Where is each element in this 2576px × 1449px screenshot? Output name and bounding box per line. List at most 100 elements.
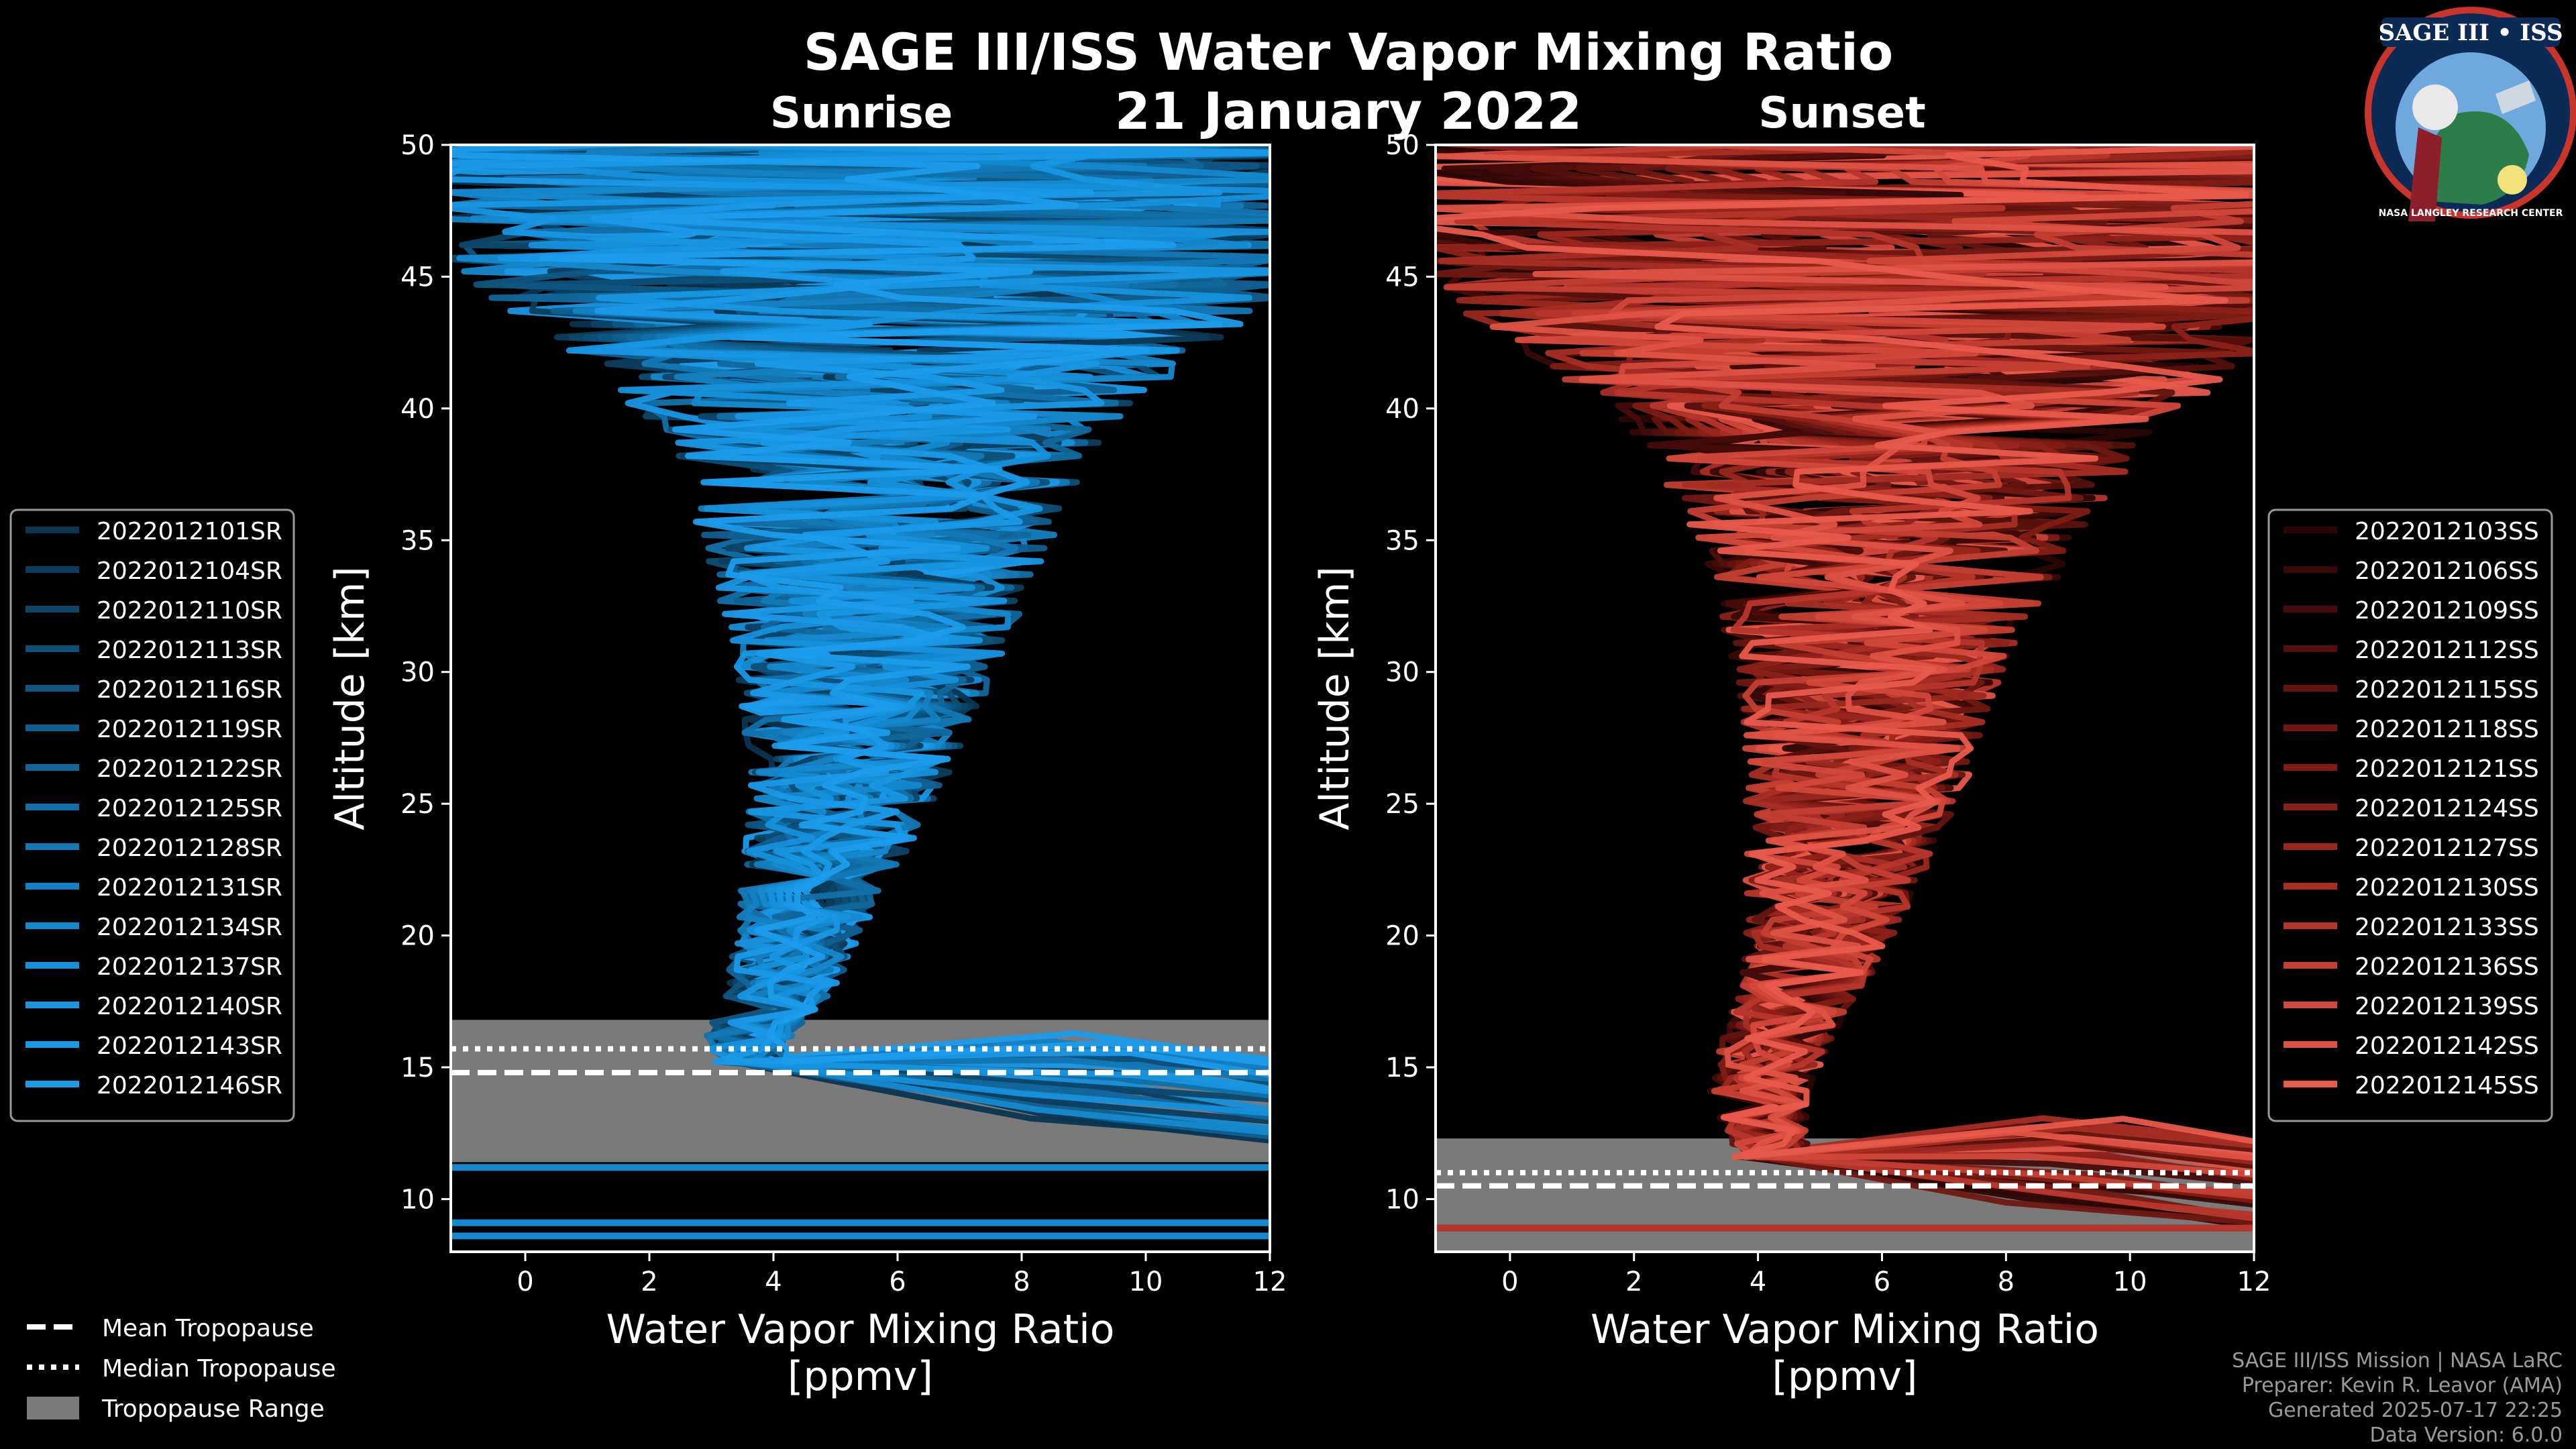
plot-frame <box>449 144 1271 1253</box>
sunset-panel: 0 2 4 6 8 10 12 10 15 20 25 30 35 40 45 50 Water Vapor M… <box>1311 89 2271 1400</box>
legend-entry: 2022012131SR <box>97 874 282 902</box>
credit-line: Data Version: 6.0.0 <box>2370 1424 2563 1447</box>
legend-entry: 2022012104SR <box>97 557 282 585</box>
legend-entry: 2022012125SR <box>97 795 282 822</box>
x-axis-unit: [ppmv] <box>788 1353 933 1400</box>
x-axis-label: Water Vapor Mixing Ratio <box>606 1306 1115 1353</box>
credit-line: SAGE III/ISS Mission | NASA LaRC <box>2232 1349 2563 1373</box>
y-tick-label: 35 <box>1385 525 1419 556</box>
panel-title: Sunrise <box>770 89 953 138</box>
y-tick-label: 15 <box>1385 1053 1419 1083</box>
y-tick-label: 35 <box>400 525 435 556</box>
legend-entry: 2022012116SR <box>97 676 282 704</box>
x-axis-label: Water Vapor Mixing Ratio <box>1591 1306 2099 1353</box>
chart-title: SAGE III/ISS Water Vapor Mixing Ratio <box>804 22 1894 82</box>
tropopause-range-swatch <box>27 1397 79 1419</box>
plot-area <box>1436 145 2254 1252</box>
x-axis-unit: [ppmv] <box>1772 1353 1918 1400</box>
legend-entry: 2022012145SS <box>2355 1072 2539 1099</box>
profile-line <box>451 145 1270 1078</box>
y-tick-label: 30 <box>1385 657 1419 688</box>
legend-entry: 2022012133SS <box>2355 914 2539 941</box>
x-tick-label: 4 <box>1750 1267 1766 1297</box>
y-tick-label: 20 <box>400 921 435 952</box>
legend-entry: 2022012127SS <box>2355 835 2539 862</box>
logo-moon-icon <box>2412 85 2458 130</box>
legend-entry: 2022012109SS <box>2355 597 2539 625</box>
tropopause-range-label: Tropopause Range <box>101 1395 325 1423</box>
profile-line <box>1436 145 2254 1161</box>
legend-entry: 2022012118SS <box>2355 716 2539 743</box>
legend-entry: 2022012137SR <box>97 953 282 981</box>
legend-entry: 2022012112SS <box>2355 637 2539 664</box>
legend-entry: 2022012140SR <box>97 993 282 1020</box>
legend-entry: 2022012121SS <box>2355 755 2539 783</box>
legend-box <box>2267 508 2553 1122</box>
y-tick-label: 15 <box>400 1053 435 1083</box>
y-tick-label: 50 <box>400 130 435 161</box>
x-tick-label: 10 <box>2113 1267 2147 1297</box>
x-tick-label: 12 <box>1253 1267 1287 1297</box>
legend-entry: 2022012142SS <box>2355 1032 2539 1060</box>
legend-entry: 2022012128SR <box>97 835 282 862</box>
legend-entry: 2022012115SS <box>2355 676 2539 704</box>
sage-mission-logo: SAGE III • ISS NASA LANGLEY RESEARCH CEN… <box>2365 7 2576 221</box>
logo-title: SAGE III • ISS <box>2378 19 2563 46</box>
x-tick-label: 10 <box>1129 1267 1163 1297</box>
y-tick-label: 20 <box>1385 921 1419 952</box>
tropopause-legend: Mean Tropopause Median Tropopause Tropop… <box>27 1315 336 1423</box>
plot-frame <box>1434 144 2255 1253</box>
legend-entry: 2022012143SR <box>97 1032 282 1060</box>
legend-entry: 2022012136SS <box>2355 953 2539 981</box>
y-tick-label: 45 <box>400 262 435 292</box>
x-tick-label: 4 <box>765 1267 782 1297</box>
legend-box <box>9 508 295 1122</box>
x-tick-label: 8 <box>1998 1267 2015 1297</box>
x-tick-label: 6 <box>889 1267 906 1297</box>
profile-line <box>1436 153 2254 1161</box>
x-tick-label: 12 <box>2237 1267 2271 1297</box>
chart-subtitle: 21 January 2022 <box>1115 81 1582 141</box>
legend-entry: 2022012103SS <box>2355 518 2539 545</box>
x-tick-label: 0 <box>517 1267 533 1297</box>
x-tick-label: 0 <box>1501 1267 1518 1297</box>
x-tick-label: 6 <box>1874 1267 1890 1297</box>
y-tick-label: 10 <box>1385 1184 1419 1215</box>
legend-entry: 2022012130SS <box>2355 874 2539 902</box>
y-tick-label: 40 <box>1385 394 1419 425</box>
logo-sun-icon <box>2498 165 2527 195</box>
y-tick-label: 40 <box>400 394 435 425</box>
y-tick-label: 45 <box>1385 262 1419 292</box>
legend-entry: 2022012122SR <box>97 755 282 783</box>
profile-line <box>451 145 1270 1136</box>
logo-ring-text: NASA LANGLEY RESEARCH CENTER <box>2379 208 2563 219</box>
y-axis-label: Altitude [km] <box>1311 566 1358 830</box>
y-tick-label: 30 <box>400 657 435 688</box>
y-tick-label: 25 <box>1385 789 1419 820</box>
mean-tropopause-label: Mean Tropopause <box>102 1315 314 1342</box>
x-tick-label: 2 <box>641 1267 657 1297</box>
profile-line <box>1436 145 2254 1182</box>
credit-line: Generated 2025-07-17 22:25 <box>2268 1399 2563 1422</box>
legend-entry: 2022012113SR <box>97 637 282 664</box>
legend-entry: 2022012139SS <box>2355 993 2539 1020</box>
panel-title: Sunset <box>1758 89 1925 138</box>
x-tick-label: 2 <box>1625 1267 1642 1297</box>
profile-line <box>451 145 1270 1095</box>
legend-entry: 2022012101SR <box>97 518 282 545</box>
median-tropopause-label: Median Tropopause <box>102 1355 336 1383</box>
plot-area <box>451 145 1270 1240</box>
legend-entry: 2022012146SR <box>97 1072 282 1099</box>
logo-figure-icon <box>2408 127 2442 221</box>
credits: SAGE III/ISS Mission | NASA LaRC Prepare… <box>2232 1349 2563 1447</box>
legend-entry: 2022012134SR <box>97 914 282 941</box>
legend-entry: 2022012119SR <box>97 716 282 743</box>
sunrise-panel: 0 2 4 6 8 10 12 10 15 20 25 30 35 40 45 50 Water Vapor M… <box>327 89 1287 1400</box>
sunrise-legend: 2022012101SR 2022012104SR 2022012110SR 2022… <box>9 508 295 1122</box>
logo-banner <box>2381 17 2560 47</box>
profile-line <box>451 145 1270 1067</box>
sunset-legend: 2022012103SS 2022012106SS 2022012109SS 2022… <box>2267 508 2553 1122</box>
y-axis-label: Altitude [km] <box>327 566 374 830</box>
y-tick-label: 10 <box>400 1184 435 1215</box>
legend-entry: 2022012106SS <box>2355 557 2539 585</box>
